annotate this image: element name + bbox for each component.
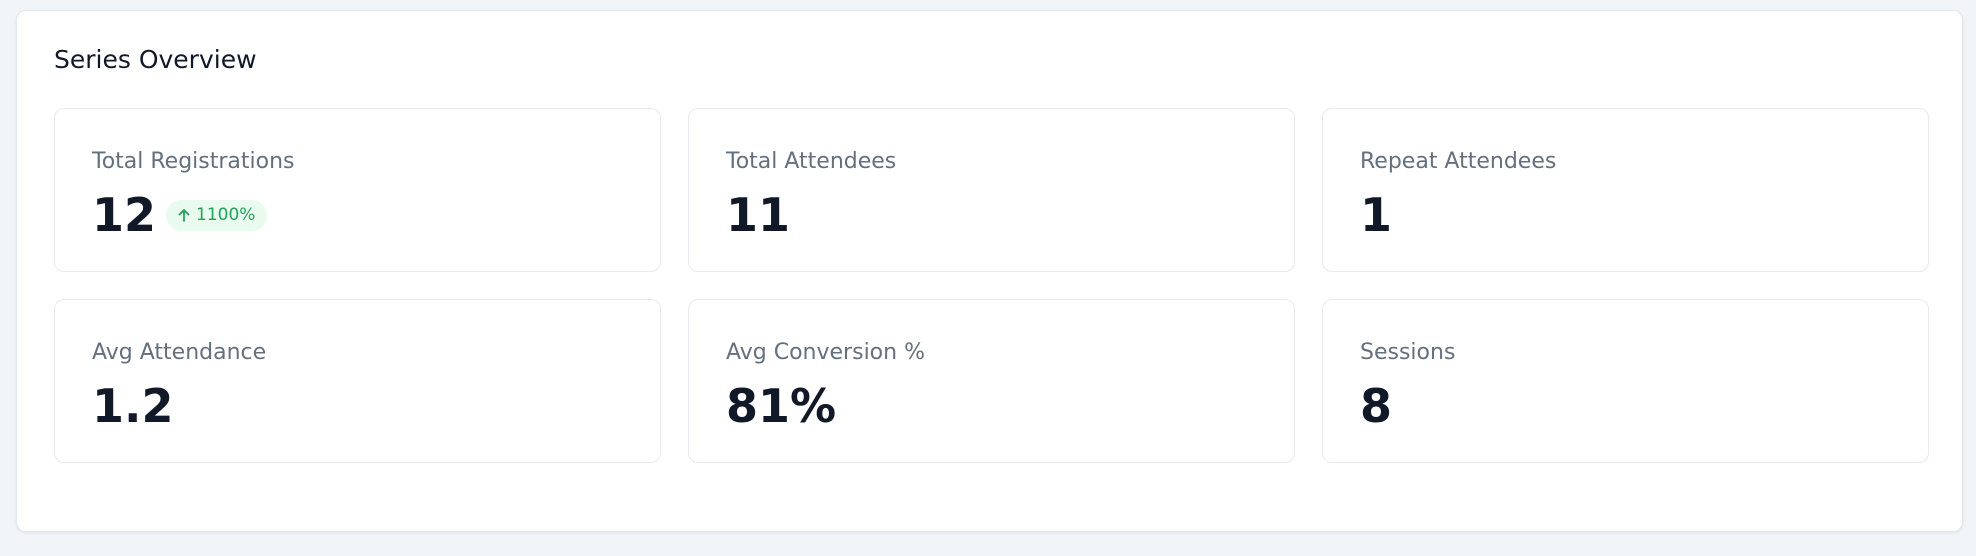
metric-row: 8 <box>1360 380 1928 432</box>
metric-label: Total Registrations <box>92 149 295 174</box>
change-badge: 1100% <box>166 199 268 231</box>
metric-value: 11 <box>726 188 791 242</box>
metric-tile: Total Registrations 12 1100% <box>54 108 661 272</box>
metric-tile: Avg Attendance 1.2 <box>54 299 661 463</box>
change-value: 1100% <box>196 205 256 225</box>
metric-value: 12 <box>92 188 157 242</box>
arrow-up-icon <box>178 209 190 222</box>
metric-row: 12 1100% <box>92 189 660 241</box>
metric-value: 81% <box>726 379 837 433</box>
metric-tile: Repeat Attendees 1 <box>1322 108 1929 272</box>
metric-label: Repeat Attendees <box>1360 149 1557 174</box>
metric-row: 1.2 <box>92 380 660 432</box>
card-title: Series Overview <box>54 45 257 74</box>
overview-card: Series Overview Total Registrations 12 110… <box>16 10 1963 532</box>
metric-row: 81% <box>726 380 1294 432</box>
metric-label: Avg Attendance <box>92 340 267 365</box>
metric-tile: Sessions 8 <box>1322 299 1929 463</box>
metric-value: 8 <box>1360 379 1393 433</box>
metric-row: 1 <box>1360 189 1928 241</box>
metric-label: Sessions <box>1360 340 1456 365</box>
metric-tile: Avg Conversion % 81% <box>688 299 1295 463</box>
metric-value: 1.2 <box>92 379 174 433</box>
metric-label: Avg Conversion % <box>726 340 925 365</box>
metric-label: Total Attendees <box>726 149 897 174</box>
metric-tile: Total Attendees 11 <box>688 108 1295 272</box>
metric-value: 1 <box>1360 188 1393 242</box>
metric-row: 11 <box>726 189 1294 241</box>
metric-grid: Total Registrations 12 1100% Total Attendee… <box>54 108 1929 463</box>
